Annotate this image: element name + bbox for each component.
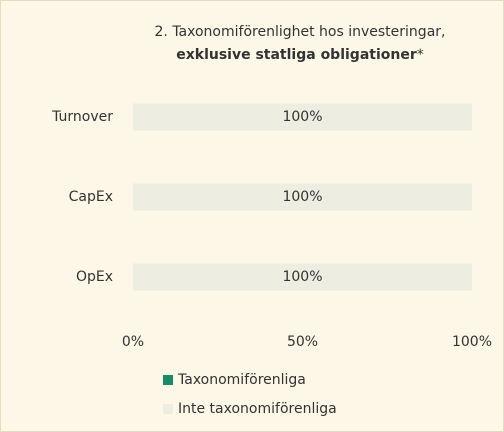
y-tick-label: Turnover <box>51 109 113 125</box>
bar <box>133 183 472 211</box>
y-tick-label: OpEx <box>76 269 113 285</box>
bar <box>133 103 472 131</box>
title-bold: exklusive statliga obligationer <box>176 47 417 63</box>
value-label: 100% <box>282 189 322 205</box>
x-tick-label: 0% <box>122 334 144 350</box>
x-tick-label: 50% <box>287 334 318 350</box>
bar <box>133 263 472 291</box>
y-tick-label: CapEx <box>69 189 113 205</box>
chart-title: 2. Taxonomiförenlighet hos investeringar… <box>155 24 446 40</box>
chart-title-bold: exklusive statliga obligationer* <box>176 47 424 63</box>
value-label: 100% <box>282 109 322 125</box>
legend-swatch <box>163 404 173 414</box>
x-tick-label: 100% <box>452 334 492 350</box>
value-label: 100% <box>282 269 322 285</box>
legend-label: Taxonomiförenliga <box>177 372 306 388</box>
title-suffix: * <box>417 47 424 63</box>
legend-swatch <box>163 375 173 385</box>
legend-label: Inte taxonomiförenliga <box>178 401 337 417</box>
